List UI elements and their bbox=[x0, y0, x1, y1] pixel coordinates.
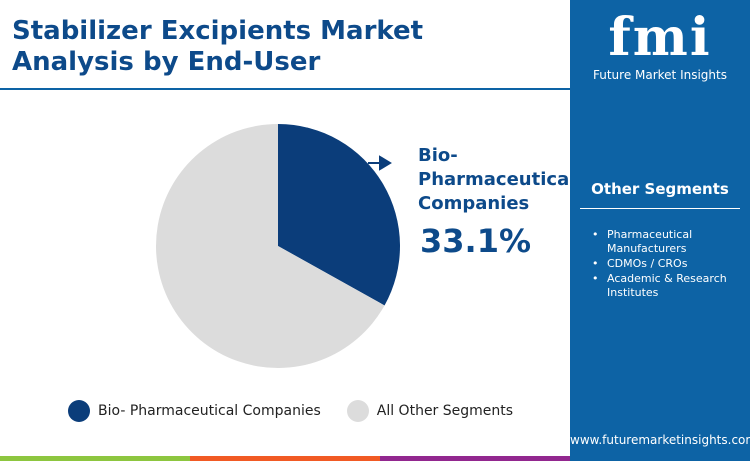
website-url[interactable]: www.futuremarketinsights.com bbox=[570, 433, 750, 447]
fmi-logo: fmi Future Market Insights bbox=[590, 7, 730, 83]
stripe-orange bbox=[190, 456, 380, 461]
legend-swatch bbox=[346, 400, 369, 422]
chart-title: Stabilizer Excipients Market Analysis by… bbox=[12, 16, 424, 77]
callout-value: 33.1% bbox=[420, 222, 532, 260]
pie-chart bbox=[155, 124, 400, 368]
list-item: Academic & Research Institutes bbox=[592, 272, 742, 300]
callout-label: Bio- Pharmaceutical Companies bbox=[418, 145, 576, 214]
legend-label: All Other Segments bbox=[376, 403, 514, 419]
other-segments-list: Pharmaceutical Manufacturers CDMOs / CRO… bbox=[592, 228, 742, 301]
legend: Bio- Pharmaceutical Companies All Other … bbox=[68, 400, 539, 422]
callout-arrow-icon bbox=[368, 155, 392, 171]
stripe-green bbox=[0, 456, 190, 461]
other-segments-divider bbox=[580, 208, 740, 209]
legend-swatch bbox=[68, 400, 90, 422]
pie-slice-0 bbox=[278, 124, 400, 306]
pie-slice-1 bbox=[155, 124, 385, 368]
list-item: Pharmaceutical Manufacturers bbox=[592, 228, 742, 256]
logo-mark: fmi bbox=[608, 7, 712, 68]
title-divider bbox=[0, 88, 570, 90]
logo-name: Future Market Insights bbox=[592, 68, 727, 82]
legend-item-other: All Other Segments bbox=[346, 400, 514, 422]
legend-label: Bio- Pharmaceutical Companies bbox=[98, 403, 321, 419]
side-panel: fmi Future Market Insights Other Segment… bbox=[570, 0, 750, 461]
stripe-purple bbox=[380, 456, 570, 461]
list-item: CDMOs / CROs bbox=[592, 257, 742, 271]
legend-item-biopharma: Bio- Pharmaceutical Companies bbox=[68, 400, 321, 422]
other-segments-title: Other Segments bbox=[591, 180, 729, 198]
